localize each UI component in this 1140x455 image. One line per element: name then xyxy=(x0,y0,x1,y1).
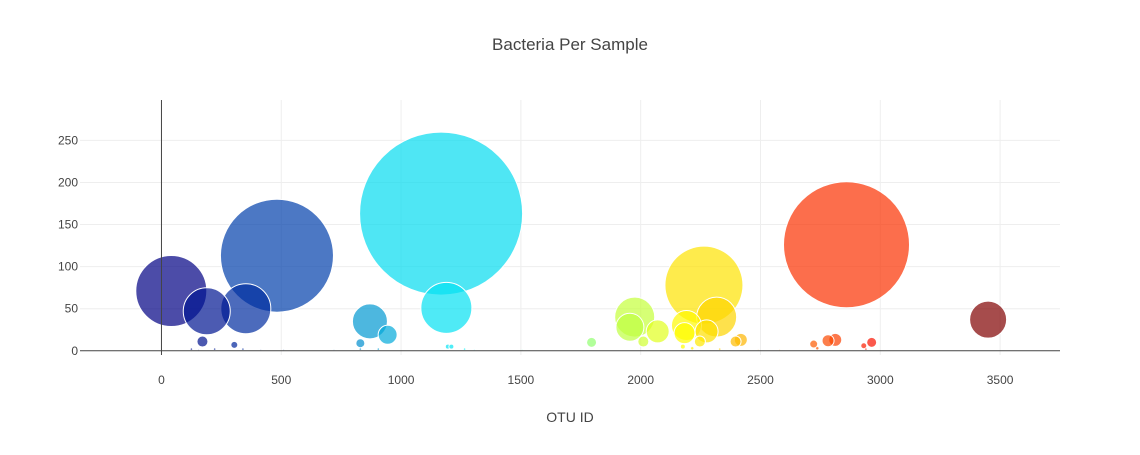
y-tick-label: 0 xyxy=(71,344,78,358)
x-tick-label: 3000 xyxy=(867,373,894,387)
bubble-point[interactable] xyxy=(463,347,466,351)
bubble-point[interactable] xyxy=(718,347,722,351)
bubble-point[interactable] xyxy=(679,343,686,350)
x-tick-label: 2500 xyxy=(747,373,774,387)
x-tick-label: 3500 xyxy=(987,373,1014,387)
bubble-point[interactable] xyxy=(196,335,209,348)
bubble-point[interactable] xyxy=(860,342,868,350)
bubble-point[interactable] xyxy=(359,131,524,296)
chart-title: Bacteria Per Sample xyxy=(492,35,648,54)
y-tick-label: 250 xyxy=(58,133,78,147)
bubble-point[interactable] xyxy=(230,340,239,349)
y-tick-label: 200 xyxy=(58,175,78,189)
bubble-point[interactable] xyxy=(351,303,388,340)
bubble-point[interactable] xyxy=(690,346,694,351)
tick-layer: 0 500 1000 1500 2000 2500 3000 3500 0 50 100 150 200… xyxy=(58,133,1014,387)
axis-layer xyxy=(80,100,1060,355)
bubble-point[interactable] xyxy=(241,347,245,351)
bubble-point[interactable] xyxy=(586,336,598,348)
bubble-point[interactable] xyxy=(182,287,231,336)
x-axis-label: OTU ID xyxy=(546,409,593,425)
x-tick-label: 1000 xyxy=(388,373,415,387)
bubble-point[interactable] xyxy=(615,312,645,342)
bubble-point[interactable] xyxy=(693,335,706,348)
bubble-point[interactable] xyxy=(645,319,670,344)
bubble-point[interactable] xyxy=(377,324,398,345)
y-tick-label: 100 xyxy=(58,260,78,274)
bubble-point[interactable] xyxy=(420,281,473,334)
bubble-point[interactable] xyxy=(637,335,650,348)
bubble-point[interactable] xyxy=(815,346,820,351)
bubble-point[interactable] xyxy=(213,347,216,351)
x-tick-label: 0 xyxy=(158,373,165,387)
bubble-layer xyxy=(135,131,1008,351)
bubble-point[interactable] xyxy=(377,347,380,351)
y-tick-label: 150 xyxy=(58,218,78,232)
x-tick-label: 2000 xyxy=(627,373,654,387)
x-tick-label: 500 xyxy=(271,373,291,387)
x-tick-label: 1500 xyxy=(508,373,535,387)
bubble-point[interactable] xyxy=(673,322,696,345)
bubble-point[interactable] xyxy=(190,347,193,351)
y-tick-label: 50 xyxy=(65,302,79,316)
bubble-point[interactable] xyxy=(448,343,455,350)
bubble-point[interactable] xyxy=(866,336,878,348)
bubble-point[interactable] xyxy=(359,347,362,351)
bubble-point[interactable] xyxy=(821,334,835,348)
bubble-point[interactable] xyxy=(783,181,911,309)
bubble-point[interactable] xyxy=(809,339,819,349)
bubble-point[interactable] xyxy=(864,347,868,351)
bubble-point[interactable] xyxy=(355,338,366,349)
bubble-point[interactable] xyxy=(729,335,742,348)
bubble-point[interactable] xyxy=(969,300,1008,339)
